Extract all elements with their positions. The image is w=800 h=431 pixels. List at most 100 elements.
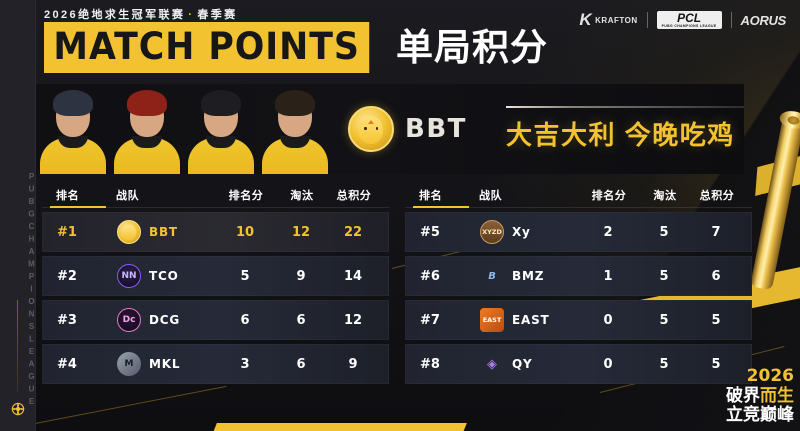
player-portrait — [36, 84, 110, 174]
table-row[interactable]: #7 EAST EAST 0 5 5 — [405, 300, 752, 340]
rail-vertical-text: PUBGCHAMPIONSLEAGUE — [27, 172, 36, 410]
cell-team: Dc DCG — [107, 308, 214, 332]
cell-rank: #4 — [57, 356, 77, 372]
cell-total-points: 7 — [711, 224, 721, 240]
east-logo-icon: EAST — [480, 308, 504, 332]
column-header-rank: 排名 — [56, 189, 80, 202]
player-portrait — [258, 84, 332, 174]
table-row[interactable]: #4 M MKL 3 6 9 — [42, 344, 389, 384]
rail-divider — [17, 300, 18, 392]
page-title: MATCH POINTS 单局积分 — [44, 22, 548, 73]
table-row[interactable]: #2 NN TCO 5 9 14 — [42, 256, 389, 296]
brand-line-1a: 破界 — [726, 386, 760, 405]
mkl-logo-icon: M — [117, 352, 141, 376]
cell-team-name: MKL — [149, 357, 181, 371]
cell-eliminations: 6 — [296, 356, 306, 372]
cell-eliminations: 12 — [291, 224, 311, 240]
page-header: 2026绝地求生冠军联赛 · 春季赛 MATCH POINTS 单局积分 K KRA… — [36, 0, 800, 82]
table-header-row: 排名 战队 排名分 淘汰 总积分 — [405, 182, 752, 208]
logo-divider-1 — [646, 12, 648, 28]
cell-team: B BMZ — [470, 264, 577, 288]
table-row[interactable]: #5 XYZD Xy 2 5 7 — [405, 212, 752, 252]
cell-placement-points: 3 — [240, 356, 250, 372]
krafton-mark: K — [579, 10, 593, 29]
cell-placement-points: 10 — [235, 224, 255, 240]
qy-logo-icon: ◈ — [487, 356, 497, 372]
aorus-label: AORUS — [740, 12, 787, 28]
table-row[interactable]: #1 BBT 10 12 22 — [42, 212, 389, 252]
standings-table-right: 排名 战队 排名分 淘汰 总积分 #5 XYZD Xy 2 5 7 #6 B BMZ 1 5 6 #7 E… — [405, 182, 752, 387]
cell-eliminations: 6 — [296, 312, 306, 328]
brand-year: 2026 — [746, 366, 794, 386]
column-header-eliminations: 淘汰 — [290, 189, 314, 202]
cell-total-points: 9 — [348, 356, 358, 372]
cell-total-points: 12 — [343, 312, 363, 328]
cell-rank: #6 — [420, 268, 440, 284]
table-row[interactable]: #6 B BMZ 1 5 6 — [405, 256, 752, 296]
cell-team-name: TCO — [149, 269, 179, 283]
brand-slogan-block: 2026 破界而生 立竞巅峰 — [726, 366, 794, 424]
subtitle-dot-icon: · — [188, 9, 195, 21]
cell-team: ◈ QY — [470, 352, 577, 376]
cell-placement-points: 0 — [603, 312, 613, 328]
standings-table-left: 排名 战队 排名分 淘汰 总积分 #1 BBT 10 12 22 #2 NN TCO 5 9 14 #… — [42, 182, 389, 387]
decor-stripe-1 — [203, 423, 467, 431]
dcg-logo-icon: Dc — [117, 308, 141, 332]
brand-line-1: 破界而生 — [726, 387, 794, 404]
xyzd-logo-icon: XYZD — [480, 220, 504, 244]
standings-tables: 排名 战队 排名分 淘汰 总积分 #1 BBT 10 12 22 #2 NN TCO 5 9 14 #… — [42, 182, 752, 387]
column-header-total-points: 总积分 — [336, 189, 372, 202]
cell-team: NN TCO — [107, 264, 214, 288]
pcl-label: PCL — [677, 10, 702, 25]
pcl-logo-icon: PCL PUBG CHAMPIONS LEAGUE — [656, 10, 722, 30]
pcl-sub-label: PUBG CHAMPIONS LEAGUE — [661, 24, 717, 29]
cell-total-points: 5 — [711, 356, 721, 372]
cell-team-name: DCG — [149, 313, 181, 327]
cell-team-name: QY — [512, 357, 533, 371]
winner-slogan-block: 大吉大利 今晚吃鸡 — [506, 106, 744, 152]
player-portrait — [184, 84, 258, 174]
cell-eliminations: 5 — [659, 356, 669, 372]
column-header-eliminations: 淘汰 — [653, 189, 677, 202]
cell-team-name: EAST — [512, 313, 550, 327]
cell-eliminations: 9 — [296, 268, 306, 284]
table-header-row: 排名 战队 排名分 淘汰 总积分 — [42, 182, 389, 208]
cell-placement-points: 0 — [603, 356, 613, 372]
page-title-en: MATCH POINTS — [44, 22, 370, 73]
cell-placement-points: 5 — [240, 268, 250, 284]
slogan-rule — [506, 106, 744, 108]
cell-eliminations: 5 — [659, 268, 669, 284]
krafton-logo-icon: K KRAFTON — [579, 10, 637, 30]
cell-placement-points: 1 — [603, 268, 613, 284]
cell-team: EAST EAST — [470, 308, 577, 332]
column-header-rank: 排名 — [419, 189, 443, 202]
brand-line-1b: 而生 — [760, 386, 794, 405]
table-body-left: #1 BBT 10 12 22 #2 NN TCO 5 9 14 #3 Dc DCG 6 6 12 #4 M MKL 3… — [42, 212, 389, 384]
event-subtitle-season: 春季赛 — [197, 9, 238, 21]
logo-divider-2 — [730, 12, 732, 28]
column-header-team: 战队 — [116, 189, 140, 202]
sponsor-logos: K KRAFTON PCL PUBG CHAMPIONS LEAGUE AORU… — [579, 10, 786, 30]
cell-total-points: 22 — [343, 224, 363, 240]
player-portrait — [110, 84, 184, 174]
cell-team: BBT — [107, 220, 214, 244]
cell-placement-points: 6 — [240, 312, 250, 328]
column-header-team: 战队 — [479, 189, 503, 202]
cell-rank: #1 — [57, 224, 77, 240]
left-rail: PUBGCHAMPIONSLEAGUE — [0, 0, 36, 431]
cell-eliminations: 5 — [659, 312, 669, 328]
winner-team-block: BBT — [348, 106, 467, 152]
cell-rank: #5 — [420, 224, 440, 240]
table-body-right: #5 XYZD Xy 2 5 7 #6 B BMZ 1 5 6 #7 EAST EAST 0 5 5 #8 ◈ QY 0 5… — [405, 212, 752, 384]
table-row[interactable]: #3 Dc DCG 6 6 12 — [42, 300, 389, 340]
cell-total-points: 5 — [711, 312, 721, 328]
column-header-placement-points: 排名分 — [591, 189, 627, 202]
bbt-chick-crest-icon — [348, 106, 394, 152]
winning-team-photo — [36, 84, 332, 174]
column-header-total-points: 总积分 — [699, 189, 735, 202]
table-row[interactable]: #8 ◈ QY 0 5 5 — [405, 344, 752, 384]
cell-team: XYZD Xy — [470, 220, 577, 244]
winner-banner: BBT 大吉大利 今晚吃鸡 — [36, 84, 744, 174]
bmz-logo-icon: B — [488, 270, 496, 282]
